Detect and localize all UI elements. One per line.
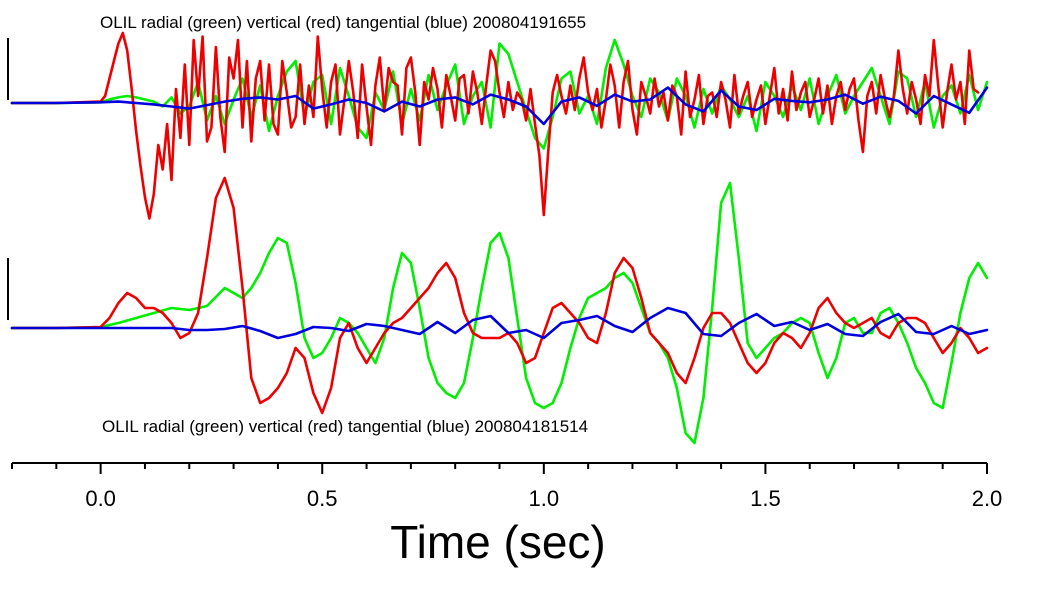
x-axis-major-ticks [99, 463, 988, 474]
waveform-panel-2: OLIL radial (green) vertical (red) tange… [7, 176, 989, 445]
x-axis: 0.0 0.5 1.0 1.5 2.0 Time (sec) [11, 462, 1002, 568]
waveform-panel-1: OLIL radial (green) vertical (red) tange… [7, 13, 989, 220]
x-axis-tick-labels: 0.0 0.5 1.0 1.5 2.0 [85, 486, 1002, 511]
x-tick-label: 1.5 [750, 486, 781, 511]
panel-1-title: OLIL radial (green) vertical (red) tange… [100, 13, 586, 32]
panel-1-vertical-trace [10, 31, 980, 220]
x-tick-label: 0.0 [85, 486, 116, 511]
panel-2-traces [10, 176, 989, 445]
x-tick-label: 2.0 [972, 486, 1003, 511]
x-axis-title: Time (sec) [390, 516, 606, 568]
panel-2-tangential-trace [10, 306, 989, 340]
panel-2-title: OLIL radial (green) vertical (red) tange… [102, 417, 588, 436]
x-tick-label: 0.5 [307, 486, 338, 511]
panel-2-radial-trace [10, 181, 989, 445]
panel-1-tangential-trace [10, 86, 989, 126]
panel-1-traces [10, 31, 989, 220]
x-axis-minor-ticks [11, 463, 944, 469]
panel-2-vertical-trace [10, 176, 989, 415]
x-tick-label: 1.0 [529, 486, 560, 511]
